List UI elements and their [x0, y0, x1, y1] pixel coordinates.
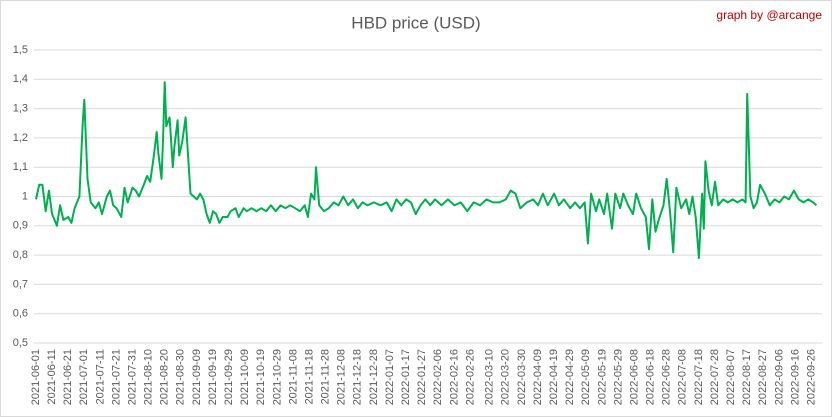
- x-tick-label: 2021-10-29: [271, 349, 283, 405]
- x-tick-label: 2022-08-17: [741, 349, 753, 405]
- x-tick-label: 2022-03-20: [500, 349, 512, 405]
- x-tick-label: 2022-05-19: [596, 349, 608, 405]
- x-tick-label: 2022-07-18: [693, 349, 705, 405]
- x-tick-label: 2022-09-06: [773, 349, 785, 405]
- x-tick-label: 2022-01-17: [400, 349, 412, 405]
- x-tick-label: 2022-09-26: [805, 349, 817, 405]
- y-tick-label: 1,4: [13, 73, 28, 85]
- x-tick-label: 2021-09-09: [191, 349, 203, 405]
- x-tick-label: 2021-07-21: [110, 349, 122, 405]
- x-tick-label: 2021-07-11: [94, 349, 106, 404]
- y-tick-label: 1: [22, 190, 28, 202]
- y-tick-label: 1,3: [13, 103, 28, 115]
- price-line: [35, 81, 818, 259]
- x-tick-label: 2022-07-08: [677, 349, 689, 405]
- y-tick-label: 1,1: [13, 161, 28, 173]
- x-tick-label: 2022-08-07: [725, 349, 737, 405]
- y-tick-label: 1,2: [13, 132, 28, 144]
- x-tick-label: 2022-01-27: [416, 349, 428, 405]
- y-tick-label: 0,5: [13, 337, 28, 349]
- x-tick-label: 2021-07-31: [126, 349, 138, 405]
- x-tick-label: 2022-07-28: [709, 349, 721, 405]
- x-tick-label: 2021-12-28: [368, 349, 380, 405]
- x-tick-label: 2021-11-18: [303, 349, 315, 404]
- x-tick-label: 2021-12-18: [352, 349, 364, 405]
- x-tick-label: 2022-04-19: [548, 349, 560, 405]
- x-tick-label: 2022-03-30: [516, 349, 528, 405]
- x-tick-label: 2021-06-11: [46, 349, 58, 404]
- x-tick-label: 2022-03-10: [484, 349, 496, 405]
- x-tick-label: 2022-04-29: [564, 349, 576, 405]
- y-tick-label: 0,6: [13, 308, 28, 320]
- x-tick-label: 2022-06-08: [628, 349, 640, 405]
- y-tick-label: 0,8: [13, 249, 28, 261]
- x-tick-label: 2021-07-01: [78, 349, 90, 405]
- x-tick-label: 2021-06-01: [30, 349, 42, 405]
- x-tick-label: 2021-11-28: [320, 349, 332, 404]
- x-tick-label: 2022-05-29: [612, 349, 624, 405]
- x-tick-label: 2022-02-16: [448, 349, 460, 405]
- x-tick-label: 2021-12-08: [336, 349, 348, 405]
- x-tick-label: 2022-04-09: [532, 349, 544, 405]
- x-tick-label: 2021-10-09: [239, 349, 251, 405]
- x-tick-label: 2021-09-29: [223, 349, 235, 405]
- x-tick-label: 2021-11-08: [287, 349, 299, 404]
- x-tick-label: 2021-10-19: [255, 349, 267, 405]
- x-tick-label: 2022-09-16: [789, 349, 801, 405]
- x-tick-label: 2022-01-07: [384, 349, 396, 405]
- y-tick-label: 0,7: [13, 278, 28, 290]
- x-tick-label: 2022-02-26: [464, 349, 476, 405]
- annotation: graph by @arcange: [716, 8, 822, 22]
- x-tick-label: 2022-02-06: [432, 349, 444, 405]
- x-tick-label: 2021-09-19: [207, 349, 219, 405]
- x-tick-label: 2022-06-28: [661, 349, 673, 405]
- y-tick-label: 1,5: [13, 44, 28, 56]
- x-tick-label: 2021-06-21: [62, 349, 74, 405]
- chart-title: HBD price (USD): [351, 13, 480, 32]
- x-tick-label: 2022-08-27: [757, 349, 769, 405]
- x-tick-label: 2022-05-09: [580, 349, 592, 405]
- y-tick-label: 0,9: [13, 220, 28, 232]
- x-tick-label: 2022-06-18: [645, 349, 657, 405]
- x-tick-label: 2021-08-20: [159, 349, 171, 405]
- x-tick-label: 2021-08-30: [175, 349, 187, 405]
- x-tick-label: 2021-08-10: [143, 349, 155, 405]
